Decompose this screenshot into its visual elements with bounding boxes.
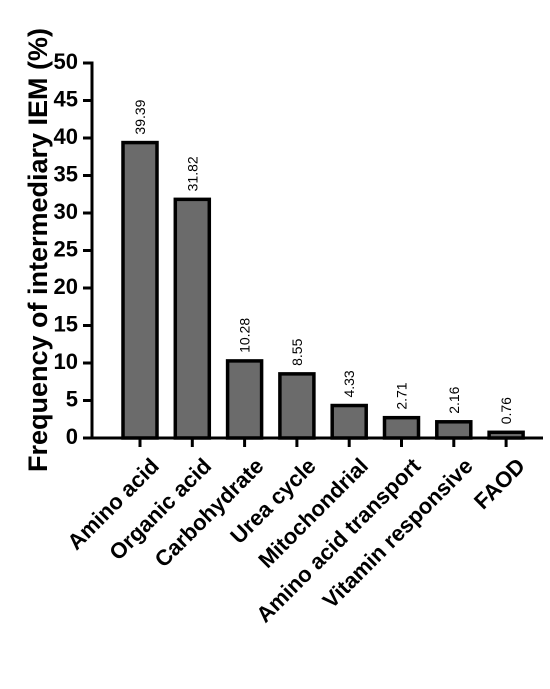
y-tick-label: 5 [66,386,78,411]
bar [173,197,212,440]
y-axis-title: Frequency of intermediary IEM (%) [23,28,53,472]
data-label: 0.76 [498,397,514,424]
y-tick-label: 35 [54,161,78,186]
data-label: 39.39 [132,99,148,134]
y-tick-label: 20 [54,274,78,299]
y-tick-label: 10 [54,349,78,374]
bar [278,372,316,440]
data-labels-group: 39.39 31.82 10.28 8.55 4.33 2.71 2.16 0.76 [132,99,514,424]
x-category-label: FAOD [469,453,530,514]
y-tick-label: 15 [54,311,78,336]
y-tick-label: 45 [54,86,78,111]
y-tick-label: 0 [66,424,78,449]
data-label: 2.16 [446,386,462,413]
y-ticks-group: 0 5 10 15 20 25 30 35 40 45 50 [54,49,92,449]
y-tick-label: 50 [54,49,78,74]
data-label: 4.33 [341,370,357,397]
y-tick-label: 30 [54,199,78,224]
bar [435,420,473,440]
y-tick-label: 25 [54,236,78,261]
bar [330,403,368,440]
bars-group [121,140,525,440]
bar [121,140,159,440]
data-label: 31.82 [184,156,200,191]
bar [225,359,264,440]
data-label: 2.71 [394,382,410,409]
bar [382,415,421,440]
y-tick-label: 40 [54,124,78,149]
data-label: 8.55 [289,338,305,365]
data-label: 10.28 [237,318,253,353]
